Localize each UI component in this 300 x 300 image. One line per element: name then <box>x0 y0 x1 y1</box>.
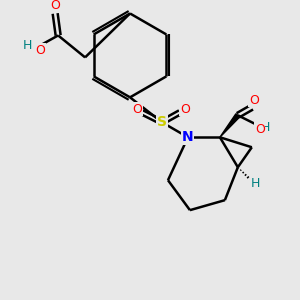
Text: S: S <box>157 115 167 129</box>
Text: O: O <box>180 103 190 116</box>
Text: O: O <box>50 0 60 12</box>
Text: H: H <box>23 39 32 52</box>
Text: O: O <box>132 103 142 116</box>
Text: O: O <box>255 123 265 136</box>
Text: O: O <box>35 44 45 57</box>
Polygon shape <box>220 114 240 137</box>
Text: H: H <box>261 121 271 134</box>
Text: O: O <box>249 94 259 107</box>
Text: N: N <box>182 130 194 144</box>
Text: H: H <box>251 177 260 190</box>
